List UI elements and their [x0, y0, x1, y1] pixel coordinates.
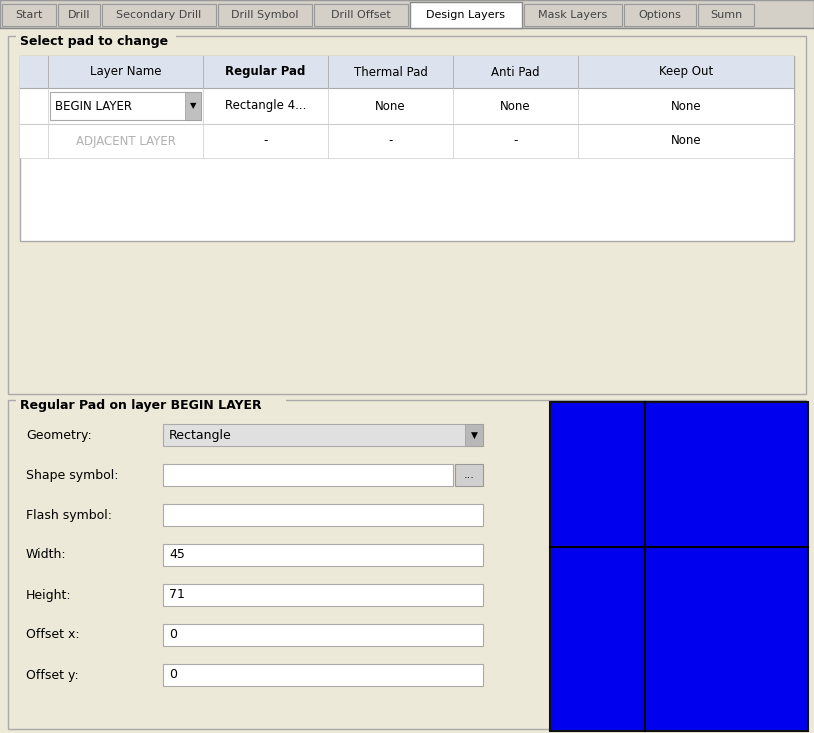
Text: Drill: Drill	[68, 10, 90, 20]
Bar	[550, 402, 808, 731]
Text: Width:: Width:	[26, 548, 67, 561]
Bar	[524, 4, 622, 26]
Text: Shape symbol:: Shape symbol:	[26, 468, 119, 482]
Text: Design Layers: Design Layers	[427, 10, 505, 20]
Text: Flash symbol:: Flash symbol:	[26, 509, 112, 521]
Text: Secondary Drill: Secondary Drill	[116, 10, 202, 20]
Text: Start: Start	[15, 10, 42, 20]
Bar	[410, 2, 522, 28]
Bar	[163, 464, 453, 486]
Text: ...: ...	[463, 470, 475, 480]
Text: Keep Out: Keep Out	[659, 65, 713, 78]
Text: Layer Name: Layer Name	[90, 65, 161, 78]
Text: ▼: ▼	[470, 430, 478, 440]
Bar	[624, 4, 696, 26]
Bar	[163, 584, 483, 606]
Text: Options: Options	[638, 10, 681, 20]
Text: Select pad to change: Select pad to change	[20, 35, 168, 48]
Text: Regular Pad on layer BEGIN LAYER: Regular Pad on layer BEGIN LAYER	[20, 399, 261, 413]
Bar	[16, 399, 286, 411]
Bar	[163, 424, 483, 446]
Text: None: None	[671, 100, 702, 112]
Text: ADJACENT LAYER: ADJACENT LAYER	[76, 134, 176, 147]
Bar	[185, 92, 201, 120]
Bar	[102, 4, 216, 26]
Bar	[20, 124, 794, 158]
Text: 45: 45	[169, 548, 185, 561]
Text: Drill Offset: Drill Offset	[331, 10, 391, 20]
Text: Height:: Height:	[26, 589, 72, 602]
Bar	[0, 0, 814, 28]
Bar	[58, 4, 100, 26]
Bar	[465, 424, 483, 446]
Bar	[163, 544, 483, 566]
Bar	[20, 56, 794, 241]
Bar	[8, 400, 806, 729]
Text: Regular Pad: Regular Pad	[225, 65, 306, 78]
Text: Rectangle: Rectangle	[169, 429, 232, 441]
Bar	[2, 4, 56, 26]
Text: 0: 0	[169, 628, 177, 641]
Text: Offset y:: Offset y:	[26, 668, 79, 682]
Text: Mask Layers: Mask Layers	[538, 10, 607, 20]
Text: 0: 0	[169, 668, 177, 682]
Text: 71: 71	[169, 589, 185, 602]
Text: BEGIN LAYER: BEGIN LAYER	[55, 100, 132, 112]
Text: Geometry:: Geometry:	[26, 429, 92, 441]
Text: Drill Symbol: Drill Symbol	[231, 10, 299, 20]
Bar	[8, 36, 806, 394]
Bar	[314, 4, 408, 26]
Text: -: -	[388, 134, 392, 147]
Text: Thermal Pad: Thermal Pad	[353, 65, 427, 78]
Bar	[163, 664, 483, 686]
Bar	[218, 4, 312, 26]
Text: ▼: ▼	[190, 101, 196, 111]
Text: Sumn: Sumn	[710, 10, 742, 20]
Text: Offset x:: Offset x:	[26, 628, 80, 641]
Bar	[20, 88, 794, 124]
Text: None: None	[671, 134, 702, 147]
Bar	[20, 56, 794, 88]
Text: None: None	[375, 100, 406, 112]
Text: Anti Pad: Anti Pad	[491, 65, 540, 78]
Bar	[455, 464, 483, 486]
Bar	[50, 92, 201, 120]
Bar	[163, 624, 483, 646]
Text: -: -	[263, 134, 268, 147]
Bar	[16, 35, 176, 47]
Bar	[698, 4, 754, 26]
Text: None: None	[500, 100, 531, 112]
Text: Rectangle 4...: Rectangle 4...	[225, 100, 306, 112]
Bar	[163, 504, 483, 526]
Text: -: -	[514, 134, 518, 147]
